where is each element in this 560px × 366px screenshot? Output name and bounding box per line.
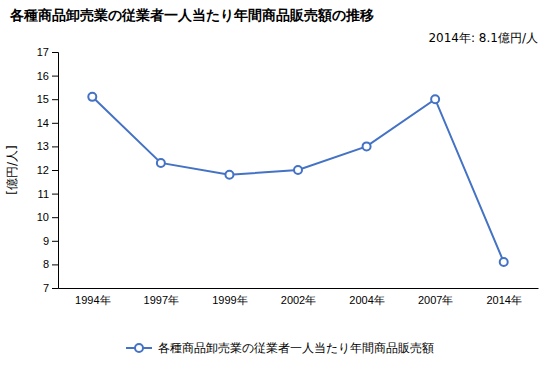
tick-label: 1997年	[144, 294, 179, 306]
tick: 15	[37, 93, 58, 105]
marker	[225, 171, 233, 179]
line	[92, 97, 503, 262]
legend-item: 各種商品卸売業の従業者一人当たり年間商品販売額	[126, 341, 434, 355]
marker	[294, 166, 302, 174]
axis-domain	[52, 53, 59, 289]
tick-label: 10	[37, 211, 49, 223]
tick-label: 14	[37, 117, 49, 129]
tick-label: 1999年	[212, 294, 247, 306]
tick-mark	[52, 241, 58, 242]
tick: 10	[37, 211, 58, 223]
legend-marker	[135, 344, 143, 352]
tick: 1999年	[212, 294, 247, 306]
marker	[500, 258, 508, 266]
tick: 1997年	[144, 294, 179, 306]
tick-mark	[52, 288, 58, 289]
tick: 2007年	[418, 294, 453, 306]
tick-mark	[52, 76, 58, 77]
tick: 14	[37, 117, 58, 129]
chart: 各種商品卸売業の従業者一人当たり年間商品販売額の推移 2014年: 8.1億円/人…	[0, 0, 560, 366]
y-axis-title: [億円/人]	[5, 145, 19, 194]
tick: 9	[43, 235, 58, 247]
tick-mark	[52, 123, 58, 124]
marks	[88, 93, 507, 266]
tick: 11	[38, 188, 58, 200]
tick-label: 13	[37, 140, 49, 152]
tick-mark	[52, 217, 58, 218]
tick-label: 8	[43, 258, 49, 270]
tick-mark	[52, 264, 58, 265]
tick: 2002年	[281, 294, 316, 306]
tick-label: 12	[37, 164, 49, 176]
tick: 12	[37, 164, 58, 176]
marker	[363, 142, 371, 150]
tick: 17	[37, 46, 58, 58]
marker	[157, 159, 165, 167]
tick: 2004年	[349, 294, 384, 306]
marker	[431, 95, 439, 103]
plot: 7 8 9 10 11 12 13 14 15 16 17 1994年 1997年 1999年 2002年 2…	[37, 46, 539, 306]
tick-mark	[52, 52, 58, 53]
tick: 2014年	[486, 294, 521, 306]
tick: 8	[43, 258, 58, 270]
tick-mark	[52, 194, 58, 195]
tick-label: 9	[43, 235, 49, 247]
x-axis: 1994年 1997年 1999年 2002年 2004年 2007年 2014年	[59, 289, 539, 306]
tick-label: 17	[37, 46, 49, 58]
tick-label: 16	[37, 70, 49, 82]
tick-mark	[52, 99, 58, 100]
tick: 1994年	[75, 294, 110, 306]
tick-label: 2014年	[486, 294, 521, 306]
annotation: 2014年: 8.1億円/人	[428, 31, 538, 45]
tick-label: 2002年	[281, 294, 316, 306]
tick: 7	[43, 282, 58, 294]
legend: 各種商品卸売業の従業者一人当たり年間商品販売額	[126, 341, 434, 355]
tick-mark	[52, 146, 58, 147]
y-axis: 7 8 9 10 11 12 13 14 15 16 17	[37, 46, 59, 294]
tick-label: 11	[38, 188, 49, 200]
tick-label: 1994年	[75, 294, 110, 306]
tick-label: 15	[37, 93, 49, 105]
tick: 13	[37, 140, 58, 152]
tick-label: 2007年	[418, 294, 453, 306]
marker	[88, 93, 96, 101]
axis-domain	[59, 288, 539, 289]
tick-label: 7	[43, 282, 49, 294]
tick-label: 2004年	[349, 294, 384, 306]
tick-mark	[52, 170, 58, 171]
legend-label: 各種商品卸売業の従業者一人当たり年間商品販売額	[158, 341, 434, 355]
title: 各種商品卸売業の従業者一人当たり年間商品販売額の推移	[9, 7, 374, 23]
tick: 16	[37, 70, 58, 82]
